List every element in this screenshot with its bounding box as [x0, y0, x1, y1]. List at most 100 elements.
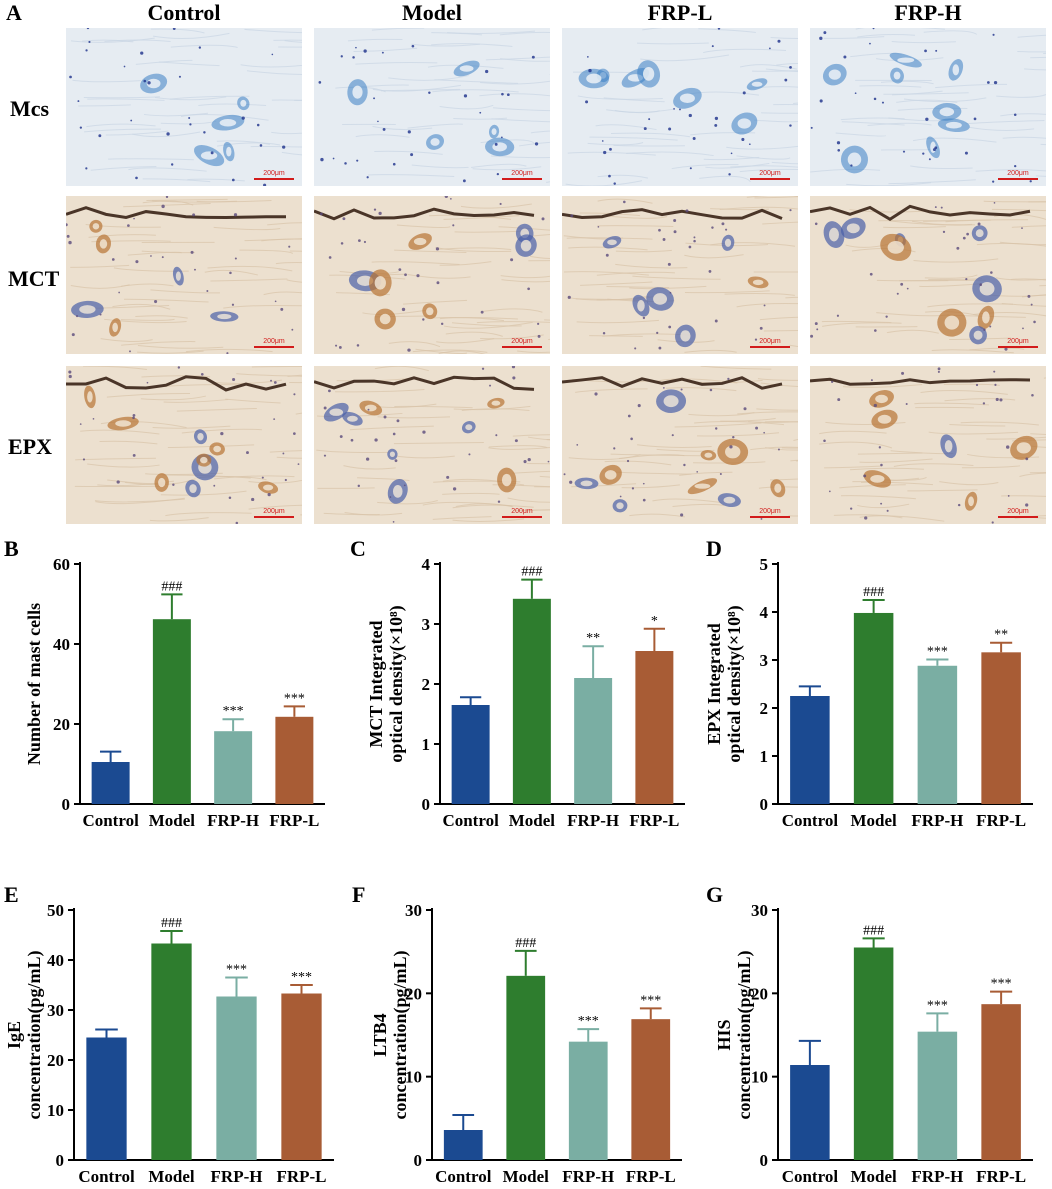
- x-tick-label: Model: [850, 1167, 897, 1186]
- column-header-frp-l: FRP-L: [647, 0, 713, 25]
- x-tick-label: FRP-L: [976, 1167, 1026, 1186]
- bar: [635, 651, 674, 804]
- chart-panel-f: F 0 10 20 30 LTB4 concentration(pg/mL) Control #…: [350, 870, 700, 1189]
- y-axis-label: concentration(pg/mL): [24, 951, 45, 1120]
- panel-letter: F: [352, 882, 365, 907]
- y-tick-label: 40: [53, 635, 70, 654]
- panel-letter: E: [4, 882, 19, 907]
- chart-panel-d: D 0 1 2 3 4 5 EPX Integrated optical density(×10…: [700, 528, 1052, 838]
- chart-panel-g: G 0 10 20 30 HIS concentration(pg/mL) Control ##…: [700, 870, 1052, 1189]
- row-header-epx: EPX: [8, 434, 52, 459]
- x-tick-label: Control: [78, 1167, 135, 1186]
- micrograph-epx-frp-l: 200μm: [562, 366, 798, 524]
- x-tick-label: Model: [503, 1167, 550, 1186]
- bar: [216, 996, 257, 1160]
- scale-bar-label: 200μm: [511, 338, 533, 345]
- scale-bar: 200μm: [998, 508, 1038, 518]
- column-header-frp-h: FRP-H: [894, 0, 962, 25]
- bar: [917, 1031, 958, 1160]
- micrograph-epx-frp-h: 200μm: [810, 366, 1046, 524]
- bar: [152, 619, 191, 804]
- chart-panel-b: B 0 20 40 60 Number of mast cells Control ### Mo…: [0, 528, 350, 838]
- x-tick-label: FRP-L: [626, 1167, 676, 1186]
- significance-label: ***: [291, 970, 312, 985]
- scale-bar: 200μm: [254, 508, 294, 518]
- x-tick-label: FRP-H: [911, 1167, 963, 1186]
- y-tick-label: 40: [47, 951, 64, 970]
- x-tick-label: FRP-H: [567, 811, 619, 830]
- bar: [91, 762, 130, 804]
- significance-label: **: [586, 631, 600, 646]
- significance-label: **: [994, 628, 1008, 643]
- column-header-model: Model: [402, 0, 462, 25]
- bar: [443, 1130, 483, 1160]
- y-tick-label: 0: [760, 1151, 769, 1170]
- x-tick-label: Control: [782, 811, 839, 830]
- x-tick-label: FRP-L: [629, 811, 679, 830]
- y-tick-label: 4: [422, 555, 431, 574]
- significance-label: ***: [223, 704, 244, 719]
- micrograph-mct-frp-l: 200μm: [562, 196, 798, 354]
- significance-label: ###: [161, 916, 182, 931]
- bar: [151, 943, 192, 1160]
- x-tick-label: FRP-H: [207, 811, 259, 830]
- scale-bar: 200μm: [998, 338, 1038, 348]
- bar: [506, 975, 546, 1160]
- y-tick-label: 0: [414, 1151, 423, 1170]
- y-axis-label: concentration(pg/mL): [390, 951, 411, 1120]
- scale-bar-label: 200μm: [759, 508, 781, 515]
- y-tick-label: 30: [751, 901, 768, 920]
- significance-label: ###: [521, 565, 542, 580]
- significance-label: ###: [515, 936, 536, 951]
- chart-panel-e: E 0 10 20 30 40 50 IgE concentration(pg/mL) Contr…: [0, 870, 350, 1189]
- x-tick-label: FRP-H: [211, 1167, 263, 1186]
- x-tick-label: Model: [148, 1167, 195, 1186]
- micrograph-mcs-frp-l: 200μm: [562, 28, 798, 186]
- scale-bar-label: 200μm: [511, 170, 533, 177]
- significance-label: ***: [578, 1014, 599, 1029]
- y-axis-label: concentration(pg/mL): [734, 951, 755, 1120]
- x-tick-label: FRP-H: [911, 811, 963, 830]
- bar: [631, 1019, 671, 1160]
- x-tick-label: Control: [442, 811, 499, 830]
- x-tick-label: FRP-L: [976, 811, 1026, 830]
- scale-bar-label: 200μm: [1007, 338, 1029, 345]
- y-tick-label: 1: [760, 747, 769, 766]
- y-tick-label: 4: [760, 603, 769, 622]
- scale-bar: 200μm: [750, 170, 790, 180]
- significance-label: ***: [927, 998, 948, 1013]
- panel-letter: D: [706, 536, 722, 561]
- bar: [574, 678, 613, 804]
- y-axis-label: IgE: [4, 1021, 24, 1049]
- scale-bar: 200μm: [750, 338, 790, 348]
- significance-label: ###: [863, 585, 884, 600]
- y-tick-label: 0: [760, 795, 769, 814]
- y-tick-label: 20: [53, 715, 70, 734]
- scale-bar-label: 200μm: [759, 338, 781, 345]
- scale-bar: 200μm: [502, 508, 542, 518]
- significance-label: ***: [927, 645, 948, 660]
- column-header-control: Control: [147, 0, 221, 25]
- y-axis-label: optical density(×10⁸): [386, 605, 407, 762]
- y-tick-label: 0: [62, 795, 71, 814]
- panel-letter: G: [706, 882, 723, 907]
- y-axis-label: LTB4: [370, 1013, 390, 1056]
- x-tick-label: Model: [850, 811, 897, 830]
- scale-bar-label: 200μm: [1007, 170, 1029, 177]
- bar: [568, 1041, 608, 1160]
- bar: [451, 705, 490, 804]
- significance-label: ###: [161, 579, 182, 594]
- y-tick-label: 50: [47, 901, 64, 920]
- micrograph-mct-model: 200μm: [314, 196, 550, 354]
- y-tick-label: 10: [751, 1068, 768, 1087]
- y-tick-label: 60: [53, 555, 70, 574]
- scale-bar-label: 200μm: [1007, 508, 1029, 515]
- y-tick-label: 10: [47, 1101, 64, 1120]
- scale-bar: 200μm: [254, 170, 294, 180]
- x-tick-label: Control: [82, 811, 139, 830]
- bar: [281, 993, 322, 1160]
- y-tick-label: 2: [760, 699, 769, 718]
- scale-bar: 200μm: [998, 170, 1038, 180]
- significance-label: *: [651, 614, 658, 629]
- scale-bar-label: 200μm: [263, 170, 285, 177]
